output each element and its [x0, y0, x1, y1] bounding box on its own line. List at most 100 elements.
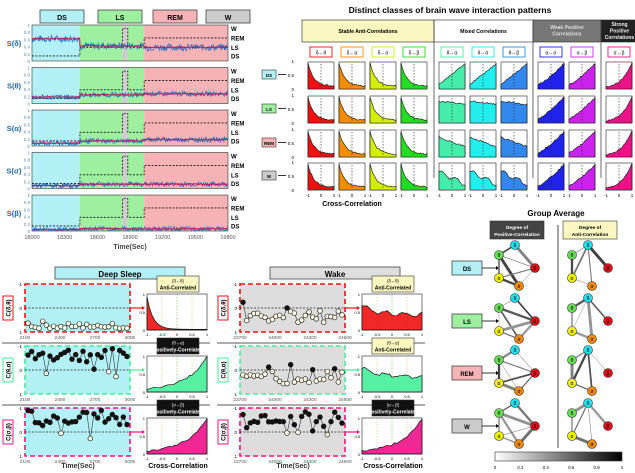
xtick-label: 1 [364, 193, 367, 198]
stage-band-ls [79, 25, 123, 61]
ytick-label: 1 [291, 59, 294, 64]
hist-area [307, 131, 335, 158]
stage-axis-label: DS [231, 224, 239, 230]
hist-area [369, 97, 397, 124]
x-axis-title: Time(Sec) [113, 244, 146, 251]
series-label: S(β) [7, 209, 22, 218]
correlation-tag: Anti-Correlated [375, 286, 411, 292]
ytick-label: 0 [19, 306, 22, 311]
data-point [317, 308, 323, 314]
smoothed-trace-line [31, 182, 229, 188]
network-node-label: δ [587, 401, 590, 407]
network-edge [514, 297, 536, 322]
ytick-label: 0 [19, 368, 22, 373]
data-point [240, 299, 246, 305]
hist-xtick-label: -1 [145, 332, 149, 337]
network-node-label: θ [498, 253, 501, 259]
arrowhead-icon [496, 371, 499, 375]
row-badge-ds [261, 69, 277, 80]
network-node-3 [494, 273, 504, 283]
network-node-3 [494, 326, 504, 336]
hist-xtick-label: -1 [145, 394, 149, 399]
subplot-2: 0 0.2 0.4 0.6 0.8 1 S(α) W REM LS DS [7, 108, 245, 149]
stage-legend-label: DS [57, 15, 67, 22]
data-point [273, 375, 279, 382]
hist-xtick-label: -0.5 [374, 332, 382, 337]
stage-band-w [122, 152, 128, 189]
data-point [98, 407, 105, 414]
row-badge-label: REM [460, 372, 473, 378]
data-point [302, 312, 309, 319]
row-badge-label: LS [463, 320, 471, 326]
network-node-1 [567, 303, 577, 313]
histogram-cell [438, 129, 466, 158]
colorbar-tick-label: 0.6 [568, 465, 575, 470]
data-point [43, 370, 50, 377]
hist-x-axis-title: Cross-Correlation [148, 463, 208, 470]
network-node-label: θ [498, 358, 501, 364]
y-axis-label: C(σ,β) [7, 423, 13, 441]
xtick-label: 24600 [338, 459, 352, 465]
network-node-4 [514, 439, 524, 449]
ytick-label: 0.4 [24, 87, 31, 92]
smoothed-trace-line [31, 227, 228, 231]
network-node-0 [510, 398, 520, 408]
network-node-2 [530, 421, 540, 431]
ytick-label: 0.4 [24, 215, 31, 220]
hist-xtick-label: 1 [206, 394, 209, 399]
hist-xtick-label: 0 [176, 456, 179, 461]
histogram-cell [469, 129, 497, 158]
network-node-3 [567, 431, 577, 441]
hist-area [605, 96, 633, 124]
xtick-label: 24300 [303, 459, 317, 465]
xtick-label: -1 [306, 193, 310, 198]
network-node-label: θ [498, 411, 501, 417]
ytick-label: 0.5 [288, 107, 295, 112]
network-node-3 [567, 326, 577, 336]
pair-label-box [309, 46, 333, 58]
histogram-cell [338, 95, 366, 124]
panel-a-timeseries: DS LS REM W 0 0.2 0.4 0.6 0.8 1 S(δ) W REM LS DS 0 0.2 0.… [6, 9, 251, 251]
network-node-label: σ [590, 442, 594, 448]
hist-xtick-label: -0.5 [374, 456, 382, 461]
hist-area [361, 418, 423, 455]
histogram-cell [500, 61, 528, 90]
xtick-label: 1 [426, 193, 429, 198]
hist-ytick-label: 0 [358, 452, 361, 457]
data-point [320, 423, 327, 429]
series-line [27, 409, 128, 439]
hist-xtick-label: 0 [176, 332, 179, 337]
class-header-label: Positive [610, 29, 629, 35]
xtick-label: 3000 [125, 335, 136, 341]
xtick-label: 1 [526, 193, 529, 198]
ylabel-box [217, 419, 229, 445]
data-point [124, 353, 130, 360]
network-edge [498, 307, 520, 340]
hist-area [307, 96, 335, 124]
ytick-label: 0.2 [24, 179, 31, 184]
hist-area [338, 63, 366, 90]
xtick-label: 24000 [268, 335, 282, 341]
data-point [102, 419, 108, 425]
data-point [280, 418, 287, 425]
data-point [254, 419, 261, 426]
network-node-2 [603, 263, 613, 273]
data-point [284, 305, 290, 311]
ytick-label: 0 [291, 121, 294, 126]
hypnogram-line [32, 28, 228, 57]
data-point [243, 317, 250, 324]
hist-ytick-label: 0.5 [139, 372, 145, 377]
network-edge [513, 244, 537, 269]
data-point [284, 430, 290, 436]
stage-band-ds [32, 152, 80, 189]
network-node-1 [494, 408, 504, 418]
ytick-label: 1 [19, 392, 22, 397]
network-edge [498, 319, 536, 333]
xtick-label: 0 [482, 193, 485, 198]
row-badge-label: DS [266, 73, 272, 78]
network-node-label: β [607, 319, 610, 325]
stage-axis-label: REM [231, 36, 244, 42]
xtick-label: 2100 [20, 397, 31, 403]
network-node-0 [583, 240, 593, 250]
ytick-label: 0.4 [24, 130, 31, 135]
